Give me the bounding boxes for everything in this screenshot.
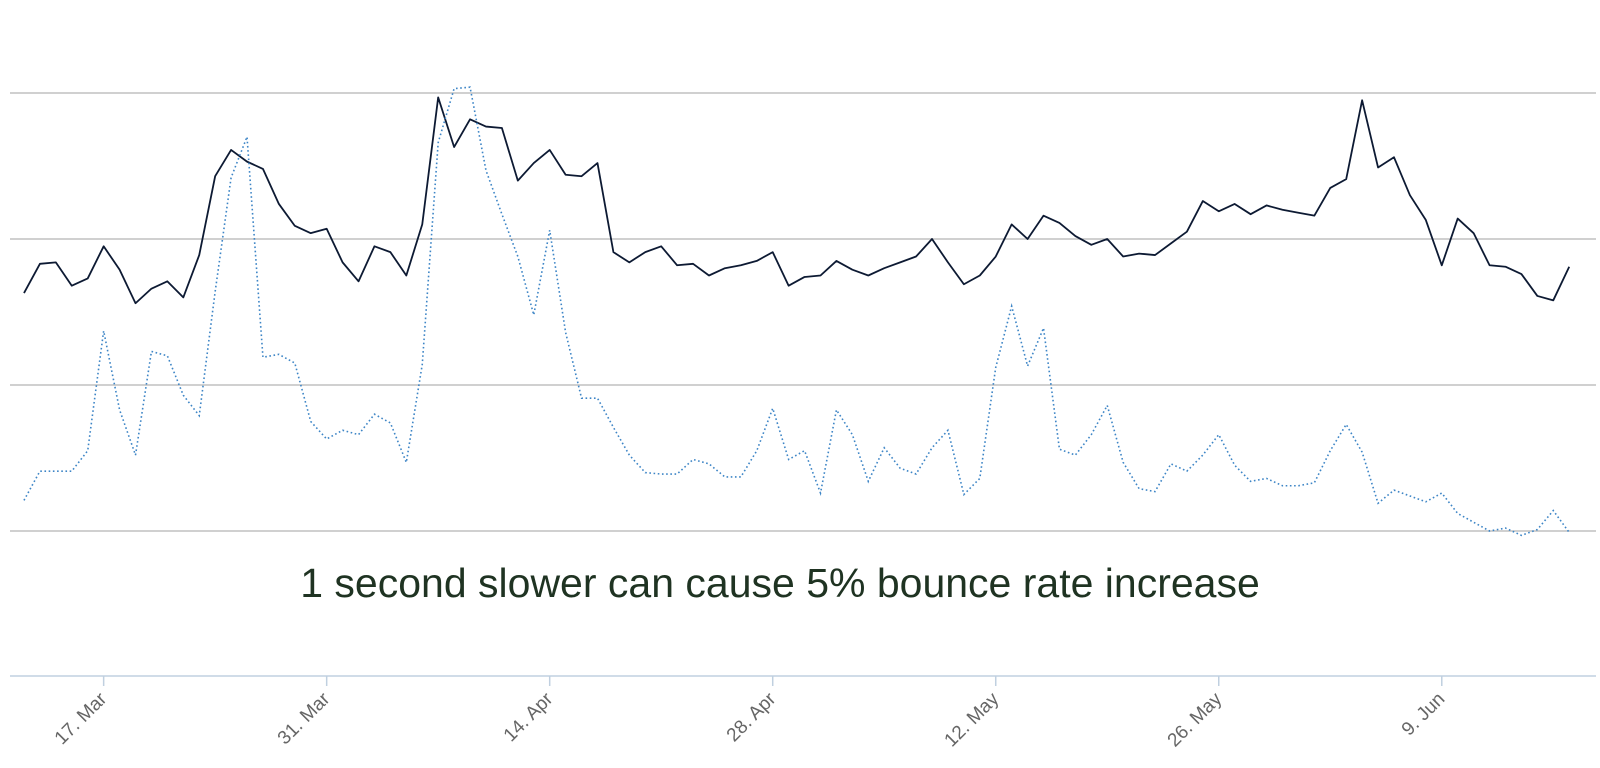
series-group xyxy=(23,86,1571,537)
x-axis: 17. Mar 31. Mar 14. Apr 28. Apr 12. May 26. M… xyxy=(51,676,1449,751)
x-tick-label-3: 28. Apr xyxy=(723,688,781,746)
x-tick-label-4: 12. May xyxy=(941,688,1004,751)
x-tick-label-0: 17. Mar xyxy=(51,688,112,749)
chart-annotation: 1 second slower can cause 5% bounce rate… xyxy=(300,560,1260,606)
series-line-1 xyxy=(23,86,1570,537)
y-gridlines xyxy=(10,92,1596,532)
series-line-0 xyxy=(23,96,1571,305)
x-tick-label-2: 14. Apr xyxy=(500,688,558,746)
x-tick-label-1: 31. Mar xyxy=(274,688,335,749)
x-tick-label-6: 9. Jun xyxy=(1398,689,1449,740)
x-tick-label-5: 26. May xyxy=(1164,688,1227,751)
